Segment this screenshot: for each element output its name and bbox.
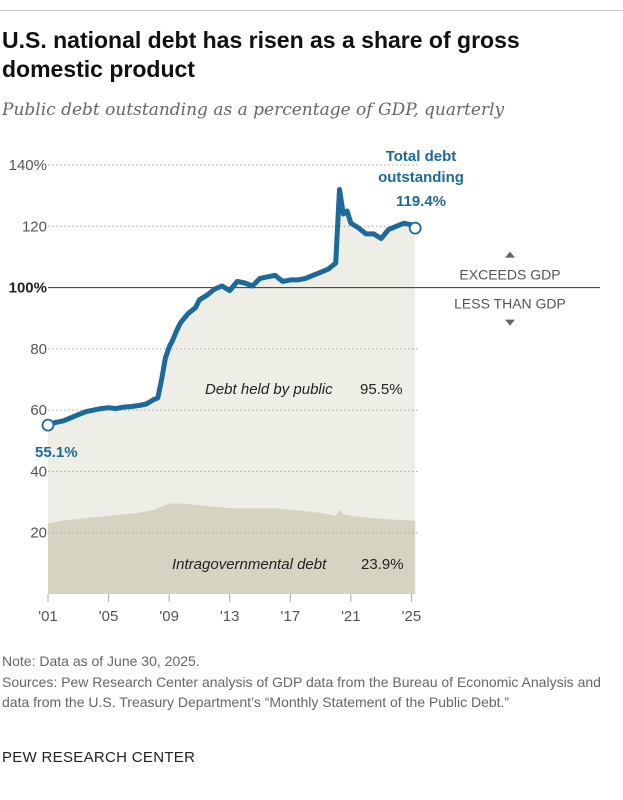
less-than-down-arrow-icon [505, 319, 515, 326]
end-point-marker [408, 221, 422, 235]
intragovernmental-debt-area [48, 503, 416, 594]
brand-logo-text: PEW RESEARCH CENTER [2, 749, 196, 766]
x-tick-label-2021: '21 [341, 608, 361, 625]
x-tick-label-2013: '13 [220, 608, 240, 625]
exceeds-gdp-label: EXCEEDS GDP [459, 267, 560, 283]
x-tick-label-2009: '09 [159, 608, 179, 625]
total-debt-end-value: 119.4% [396, 193, 446, 210]
total-debt-label-line1: Total debt [386, 148, 457, 165]
exceeds-up-arrow-icon [505, 251, 515, 258]
x-tick-label-2001: '01 [38, 608, 58, 625]
y-tick-label-80: 80 [30, 341, 47, 358]
y-tick-label-120: 120 [22, 218, 47, 235]
total-debt-label-line2: outstanding [378, 169, 464, 186]
x-tick-label-2017: '17 [281, 608, 301, 625]
start-point-marker [41, 418, 55, 432]
note-text: Note: Data as of June 30, 2025. [2, 653, 200, 669]
y-tick-label-60: 60 [30, 402, 47, 419]
public-debt-value-label: 95.5% [360, 381, 403, 398]
chart-title: U.S. national debt has risen as a share … [2, 27, 520, 82]
debt-held-by-public-area [48, 189, 416, 594]
y-tick-label-100: 100% [9, 280, 47, 297]
intragov-series-name: Intragovernmental debt [172, 556, 327, 573]
less-than-gdp-label: LESS THAN GDP [454, 296, 566, 312]
y-tick-label-140: 140% [9, 157, 47, 174]
start-value-label: 55.1% [35, 444, 78, 461]
y-tick-label-20: 20 [30, 525, 47, 542]
chart-subtitle: Public debt outstanding as a percentage … [2, 100, 505, 120]
public-debt-series-name: Debt held by public [205, 381, 333, 398]
top-rule [0, 10, 623, 11]
y-tick-label-40: 40 [30, 463, 47, 480]
x-tick-label-2005: '05 [99, 608, 119, 625]
intragov-value-label: 23.9% [361, 556, 404, 573]
debt-chart: 20 40 60 80 100% 120 140% '01 '05 '09 '13 '17 '21 '25… [9, 148, 600, 625]
total-debt-line [45, 187, 418, 428]
x-tick-label-2025: '25 [402, 608, 422, 625]
sources-text: Sources: Pew Research Center analysis of… [2, 674, 601, 710]
